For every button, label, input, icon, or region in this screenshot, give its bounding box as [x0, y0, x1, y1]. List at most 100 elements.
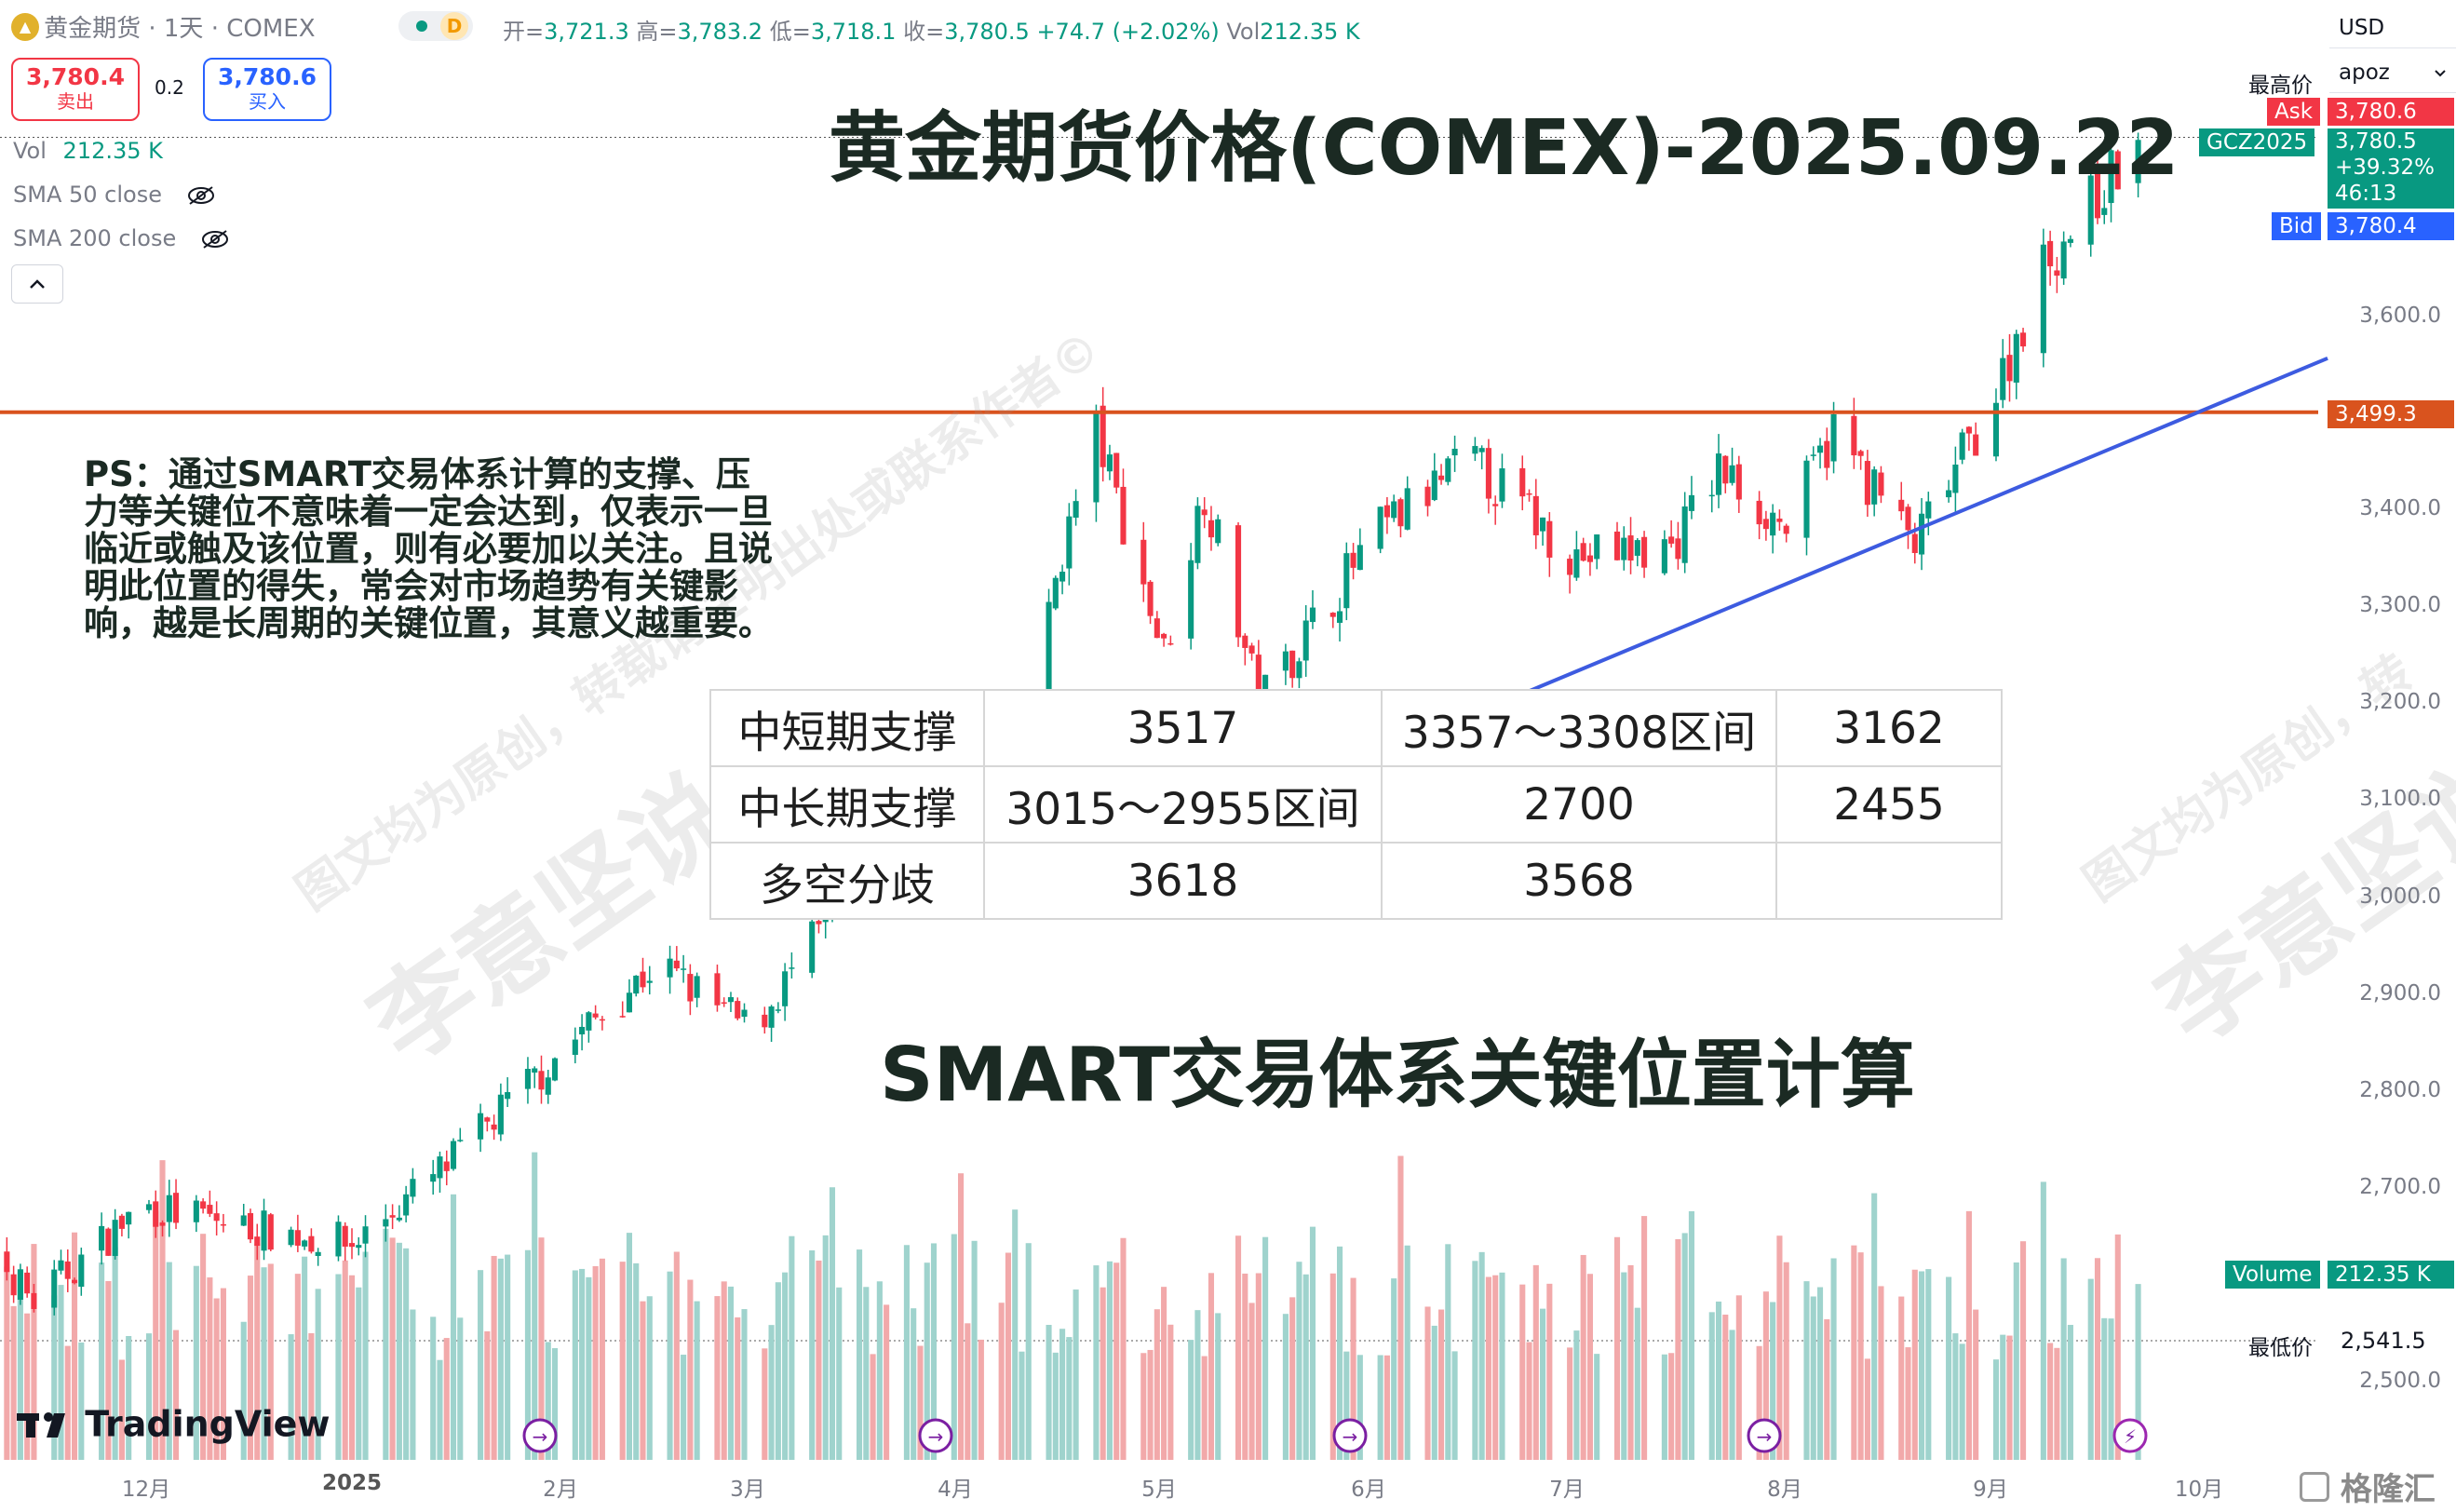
vol-value: 212.35 K [1260, 19, 1360, 45]
candle-body [1046, 601, 1052, 760]
candle-body [1729, 465, 1735, 483]
volume-bar [572, 1270, 578, 1460]
volume-bar [2094, 1258, 2101, 1460]
last-price-tag: 3,780.5 +39.32% 46:13 [2328, 128, 2454, 209]
candle-body [2040, 244, 2046, 354]
volume-bar [586, 1276, 592, 1460]
candle-body [1073, 501, 1079, 519]
volume-bar [1959, 1343, 1965, 1460]
volume-bar [200, 1234, 207, 1460]
candle-body [443, 1161, 450, 1171]
candle-body [484, 1117, 491, 1122]
candle-body [356, 1245, 362, 1249]
volume-bar [193, 1265, 199, 1460]
volume-bar [261, 1267, 267, 1460]
volume-bar [1059, 1329, 1066, 1460]
sell-button[interactable]: 3,780.4 卖出 [11, 58, 140, 121]
eye-off-icon[interactable] [200, 229, 230, 250]
volume-bar [599, 1258, 605, 1460]
volume-bar [1567, 1347, 1573, 1460]
volume-bar [1816, 1287, 1824, 1460]
volume-bar [1668, 1353, 1675, 1460]
volume-bar [2135, 1284, 2141, 1460]
candle-body [2094, 169, 2101, 219]
volume-bar [362, 1251, 369, 1460]
volume-bar [640, 1301, 646, 1460]
candle-body [261, 1210, 267, 1251]
volume-bar [1898, 1296, 1905, 1460]
symbol-name: 黄金期货 · 1天 · COMEX [44, 15, 316, 43]
volume-bar [673, 1251, 680, 1460]
x-tick: 4月 [938, 1478, 973, 1502]
volume-indicator-legend[interactable]: Vol 212.35 K [13, 138, 163, 164]
candle-body [491, 1124, 497, 1130]
vol-legend-value: 212.35 K [62, 138, 163, 164]
volume-bar [532, 1152, 538, 1460]
candle-body [714, 973, 721, 1006]
volume-bar [1329, 1273, 1336, 1460]
volume-bar [294, 1274, 301, 1460]
volume-bar [775, 1282, 781, 1460]
y-tick: 2,500.0 [2359, 1369, 2441, 1393]
volume-bar [1770, 1302, 1776, 1460]
corner-logo-icon [2300, 1471, 2329, 1502]
volume-bar [2013, 1262, 2019, 1460]
symbol-header[interactable]: ▲ 黄金期货 · 1天 · COMEX [11, 9, 316, 43]
candle-body [782, 971, 789, 1006]
candle-body [126, 1211, 132, 1225]
tradingview-logo[interactable]: TradingView [17, 1401, 331, 1445]
candle-body [497, 1094, 504, 1135]
volume-bar [497, 1258, 504, 1460]
candle-body [1188, 560, 1194, 639]
volume-bar [484, 1330, 491, 1460]
candle-body [51, 1269, 58, 1308]
candle-body [619, 1016, 626, 1018]
collapse-legend-button[interactable] [11, 264, 63, 304]
candle-body [1336, 611, 1343, 623]
buy-button[interactable]: 3,780.6 买入 [203, 58, 331, 121]
volume-bar [1167, 1324, 1174, 1460]
currency-select[interactable]: USD [2329, 7, 2456, 48]
volume-bar [410, 1309, 416, 1460]
candle-body [768, 1006, 775, 1028]
sma200-legend[interactable]: SMA 200 close [13, 225, 230, 251]
candle-body [1959, 432, 1965, 460]
candle-body [505, 1092, 511, 1100]
candle-body [254, 1236, 261, 1247]
candle-body [166, 1195, 172, 1222]
candle-body [1573, 549, 1580, 578]
candle-body [396, 1217, 402, 1221]
volume-bar [1952, 1333, 1959, 1460]
high-value: 3,783.2 [677, 19, 763, 45]
event-marker-icon [522, 1418, 558, 1453]
volume-bar [1356, 1355, 1363, 1460]
volume-bar [1391, 1278, 1397, 1460]
candle-body [1431, 470, 1437, 501]
unit-select[interactable]: apoz [2329, 52, 2456, 93]
candle-body [1113, 452, 1120, 488]
volume-bar [1161, 1287, 1167, 1460]
candle-body [1830, 413, 1837, 462]
volume-bar [1397, 1155, 1404, 1460]
volume-bar [1661, 1354, 1667, 1460]
candle-body [315, 1251, 321, 1257]
volume-bar [545, 1342, 551, 1460]
volume-bar [1783, 1262, 1789, 1460]
candle-body [1437, 475, 1445, 480]
session-badge: D [440, 12, 468, 40]
eye-off-icon[interactable] [186, 185, 216, 206]
candle-body [572, 1039, 578, 1055]
bid-label-tag: Bid [2272, 212, 2321, 240]
candle-body [1925, 501, 1932, 519]
chart-subtitle: SMART交易体系关键位置计算 [880, 1032, 1915, 1118]
market-status-badge[interactable]: D [398, 11, 473, 41]
x-tick: 6月 [1351, 1478, 1386, 1502]
volume-bar [1289, 1297, 1296, 1460]
volume-bar [207, 1277, 213, 1460]
sma50-legend[interactable]: SMA 50 close [13, 182, 216, 208]
candle-body [524, 1069, 532, 1089]
volume-bar [1066, 1337, 1073, 1460]
volume-bar [1857, 1252, 1864, 1460]
candle-body [1803, 460, 1810, 538]
